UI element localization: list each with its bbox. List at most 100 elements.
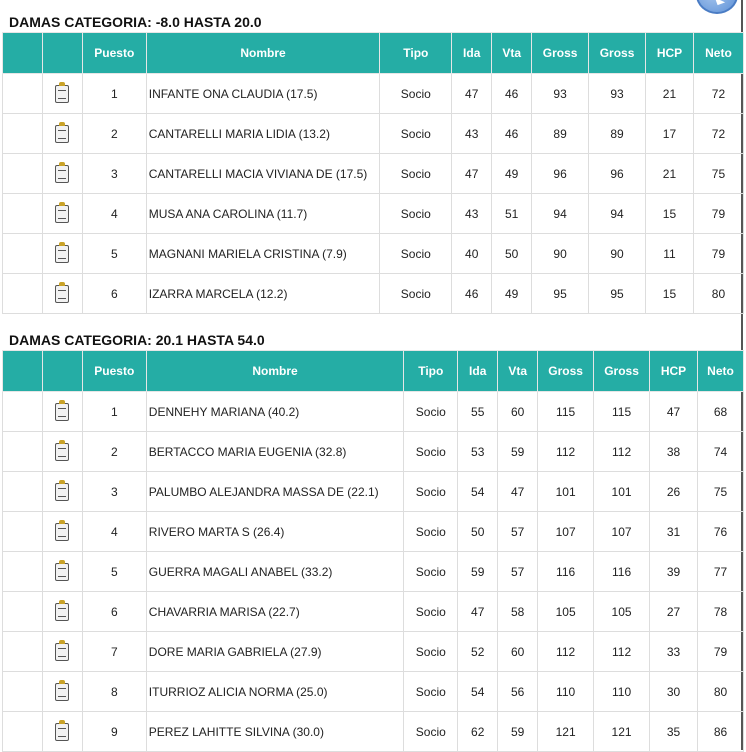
cell-blank (2, 193, 43, 234)
cell-gross2: 89 (588, 113, 647, 154)
cell-puesto: 3 (81, 153, 147, 194)
clipboard-icon[interactable] (55, 241, 70, 263)
cell-detail[interactable] (41, 471, 83, 512)
cell-tipo: Socio (403, 391, 459, 432)
cell-nombre: CANTARELLI MACIA VIVIANA DE (17.5) (145, 153, 381, 194)
cell-blank (2, 591, 43, 632)
clipboard-icon[interactable] (55, 201, 70, 223)
cell-neto: 72 (692, 73, 745, 114)
cell-neto: 78 (696, 591, 745, 632)
clipboard-icon[interactable] (55, 519, 70, 541)
clipboard-icon[interactable] (55, 439, 70, 461)
cell-detail[interactable] (41, 73, 83, 114)
cell-gross: 96 (531, 153, 590, 194)
cell-hcp: 11 (645, 233, 694, 274)
cell-hcp: 47 (649, 391, 698, 432)
table-row: 3 PALUMBO ALEJANDRA MASSA DE (22.1) Socio 5… (2, 471, 745, 512)
cell-gross: 121 (537, 711, 595, 752)
cell-tipo: Socio (403, 551, 459, 592)
cell-detail[interactable] (41, 391, 83, 432)
table-row: 1 INFANTE ONA CLAUDIA (17.5) Socio 47 46 93 93… (2, 73, 745, 114)
cell-nombre: DORE MARIA GABRIELA (27.9) (145, 631, 405, 672)
cell-gross: 95 (531, 273, 590, 314)
cell-hcp: 15 (645, 273, 694, 314)
header-gross2: Gross (588, 32, 647, 74)
cell-hcp: 31 (649, 511, 698, 552)
clipboard-icon[interactable] (55, 639, 70, 661)
scroll-top-button[interactable] (696, 0, 738, 14)
cell-detail[interactable] (41, 153, 83, 194)
cell-ida: 62 (457, 711, 499, 752)
header-puesto: Puesto (81, 32, 147, 74)
cell-nombre: MAGNANI MARIELA CRISTINA (7.9) (145, 233, 381, 274)
cell-puesto: 6 (81, 273, 147, 314)
cell-tipo: Socio (379, 113, 453, 154)
cell-tipo: Socio (379, 193, 453, 234)
cell-hcp: 26 (649, 471, 698, 512)
clipboard-icon[interactable] (55, 121, 70, 143)
results-table-2: Puesto Nombre Tipo Ida Vta Gross Gross HCP Neto 1… (2, 350, 745, 752)
cell-nombre: MUSA ANA CAROLINA (11.7) (145, 193, 381, 234)
cell-tipo: Socio (403, 591, 459, 632)
cell-vta: 60 (497, 391, 539, 432)
cell-gross2: 101 (593, 471, 651, 512)
table-row: 6 CHAVARRIA MARISA (22.7) Socio 47 58 105 105 2… (2, 591, 745, 632)
header-ida: Ida (457, 350, 499, 392)
cell-puesto: 5 (81, 551, 147, 592)
cell-detail[interactable] (41, 193, 83, 234)
cell-detail[interactable] (41, 113, 83, 154)
clipboard-icon[interactable] (55, 161, 70, 183)
header-hcp: HCP (645, 32, 694, 74)
cell-gross2: 121 (593, 711, 651, 752)
cell-nombre: RIVERO MARTA S (26.4) (145, 511, 405, 552)
cell-blank (2, 73, 43, 114)
cell-vta: 47 (497, 471, 539, 512)
header-ida: Ida (451, 32, 493, 74)
cell-hcp: 30 (649, 671, 698, 712)
header-puesto: Puesto (81, 350, 147, 392)
cell-detail[interactable] (41, 273, 83, 314)
clipboard-icon[interactable] (55, 679, 70, 701)
cell-blank (2, 511, 43, 552)
cell-hcp: 17 (645, 113, 694, 154)
cell-ida: 50 (457, 511, 499, 552)
cell-gross: 110 (537, 671, 595, 712)
cell-blank (2, 631, 43, 672)
table-row: 9 PEREZ LAHITTE SILVINA (30.0) Socio 62 59 12… (2, 711, 745, 752)
clipboard-icon[interactable] (55, 599, 70, 621)
category-title-2: DAMAS CATEGORIA: 20.1 HASTA 54.0 (9, 332, 265, 348)
header-gross: Gross (537, 350, 595, 392)
cell-detail[interactable] (41, 431, 83, 472)
cell-neto: 79 (692, 233, 745, 274)
cell-hcp: 33 (649, 631, 698, 672)
clipboard-icon[interactable] (55, 479, 70, 501)
cell-detail[interactable] (41, 551, 83, 592)
clipboard-icon[interactable] (55, 559, 70, 581)
cell-ida: 40 (451, 233, 493, 274)
clipboard-icon[interactable] (55, 399, 70, 421)
clipboard-icon[interactable] (55, 81, 70, 103)
cell-blank (2, 551, 43, 592)
header-blank (2, 32, 43, 74)
cell-detail[interactable] (41, 631, 83, 672)
clipboard-icon[interactable] (55, 281, 70, 303)
cell-gross2: 95 (588, 273, 647, 314)
cell-neto: 79 (696, 631, 745, 672)
cell-vta: 59 (497, 431, 539, 472)
cell-gross: 93 (531, 73, 590, 114)
cell-detail[interactable] (41, 711, 83, 752)
cell-gross2: 112 (593, 631, 651, 672)
cell-tipo: Socio (403, 431, 459, 472)
cell-puesto: 7 (81, 631, 147, 672)
cell-nombre: GUERRA MAGALI ANABEL (33.2) (145, 551, 405, 592)
cell-nombre: INFANTE ONA CLAUDIA (17.5) (145, 73, 381, 114)
clipboard-icon[interactable] (55, 719, 70, 741)
cell-detail[interactable] (41, 511, 83, 552)
cell-puesto: 5 (81, 233, 147, 274)
cell-detail[interactable] (41, 233, 83, 274)
cell-vta: 49 (491, 153, 533, 194)
cell-vta: 60 (497, 631, 539, 672)
cell-gross2: 105 (593, 591, 651, 632)
cell-detail[interactable] (41, 671, 83, 712)
cell-detail[interactable] (41, 591, 83, 632)
